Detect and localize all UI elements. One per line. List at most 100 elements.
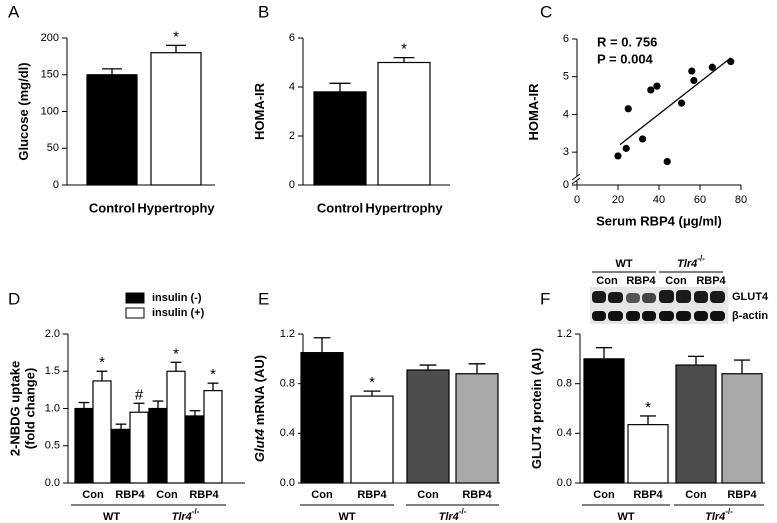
bar [185,415,205,484]
bar [406,369,450,484]
x-tick-label: Con [82,489,104,501]
panel-letter: C [540,2,552,21]
y-axis-label-text: mRNA (AU) [252,355,267,425]
blot-lane-label: RBP4 [696,275,726,287]
point [614,152,622,160]
error-bar [640,415,656,425]
significance-marker: # [135,386,144,403]
significance-marker: * [99,354,105,371]
error-bar [393,56,415,63]
bar [313,91,367,186]
group-label: Tlr4-/- [705,507,733,523]
y-tick-label: 2 [289,130,295,142]
x-tick-label: Hypertrophy [137,200,215,215]
significance-marker: * [401,41,407,58]
y-tick-label: 0.4 [557,427,572,439]
bar [166,370,186,484]
y-tick-label: 200 [41,32,59,44]
error-bar [468,363,486,374]
error-bar [152,400,164,409]
x-tick-label: Con [156,489,178,501]
panel-letter: A [8,2,20,21]
x-tick-label: RBP4 [115,489,145,501]
x-tick-label: Con [417,489,439,501]
point [688,67,696,75]
x-tick-label: RBP4 [462,489,492,501]
bar [300,352,344,484]
bar [627,424,669,484]
y-tick-label: 5 [563,71,569,83]
x-axis-label: Serum RBP4 (μg/ml) [596,213,722,228]
group-label: WT [103,511,120,523]
y-axis-label-text: HOMA-IR [526,83,541,141]
error-bar [734,359,750,374]
bar [150,52,202,186]
bar [203,390,223,484]
axis-break [571,173,581,185]
y-tick-label: 150 [41,69,59,81]
y-tick-label: 100 [41,105,59,117]
group-label-sup: -/- [459,507,467,516]
y-tick-label: 0.0 [45,477,60,489]
error-bar [166,44,186,53]
group-label-text: WT [103,511,120,523]
group-label-text: WT [617,511,634,523]
legend-label: insulin (+) [152,307,205,319]
significance-marker: * [369,374,375,391]
y-tick-label: 1.5 [45,365,60,377]
group-label-text: WT [338,511,355,523]
group-label: Tlr4-/- [439,507,467,523]
point [622,144,630,152]
y-tick-label: 0 [563,179,569,191]
y-tick-label: 3 [563,146,569,158]
group-label: Tlr4-/- [172,507,200,523]
legend-swatch [125,292,145,304]
error-bar [313,337,331,353]
bar [92,380,112,484]
point [653,82,661,90]
legend-swatch [125,307,145,319]
x-tick-label: 80 [735,194,747,206]
error-bar [207,382,219,391]
bar [583,358,625,484]
actin-bands [592,311,725,321]
y-axis-label: Glut4 mRNA (AU) [252,355,267,462]
group-label-text: Tlr4 [439,511,459,523]
point [690,76,698,85]
y-tick-label: 0.5 [45,440,60,452]
x-tick-label: RBP4 [633,489,663,501]
panel-letter: F [540,289,550,308]
y-tick-label: 0.8 [280,378,295,390]
blot-band-label: GLUT4 [732,291,769,303]
y-tick-label: 1.0 [45,402,60,414]
y-tick-label: 50 [47,142,59,154]
group-label-sup: -/- [725,507,733,516]
y-tick-label: 2.0 [45,328,60,340]
point [647,86,655,94]
x-tick-label: RBP4 [357,489,387,501]
x-tick-label: Con [593,489,615,501]
y-tick-label: 1.2 [557,328,572,340]
y-axis-label-text: Glucose (mg/dl) [16,62,31,160]
x-tick-label: RBP4 [727,489,757,501]
y-tick-label: 0.4 [280,427,295,439]
error-bar [363,390,381,397]
y-axis-label-text: GLUT4 protein (AU) [529,348,544,469]
y-axis-label: HOMA-IR [526,83,541,141]
bar [721,373,763,484]
error-bar [96,370,108,381]
y-tick-label: 0 [53,179,59,191]
point [639,135,647,143]
x-tick-label: Control [317,200,363,215]
y-axis-label: (fold change) [22,368,37,450]
blot-image [590,287,728,324]
legend-label: insulin (-) [152,292,202,304]
panel-letter: D [8,289,20,308]
y-tick-label: 1.2 [280,328,295,340]
fit-line [619,57,732,146]
y-tick-label: 0 [289,179,295,191]
glut4-bands [592,290,725,303]
x-tick-label: Control [89,200,135,215]
group-label-sup: -/- [192,507,200,516]
